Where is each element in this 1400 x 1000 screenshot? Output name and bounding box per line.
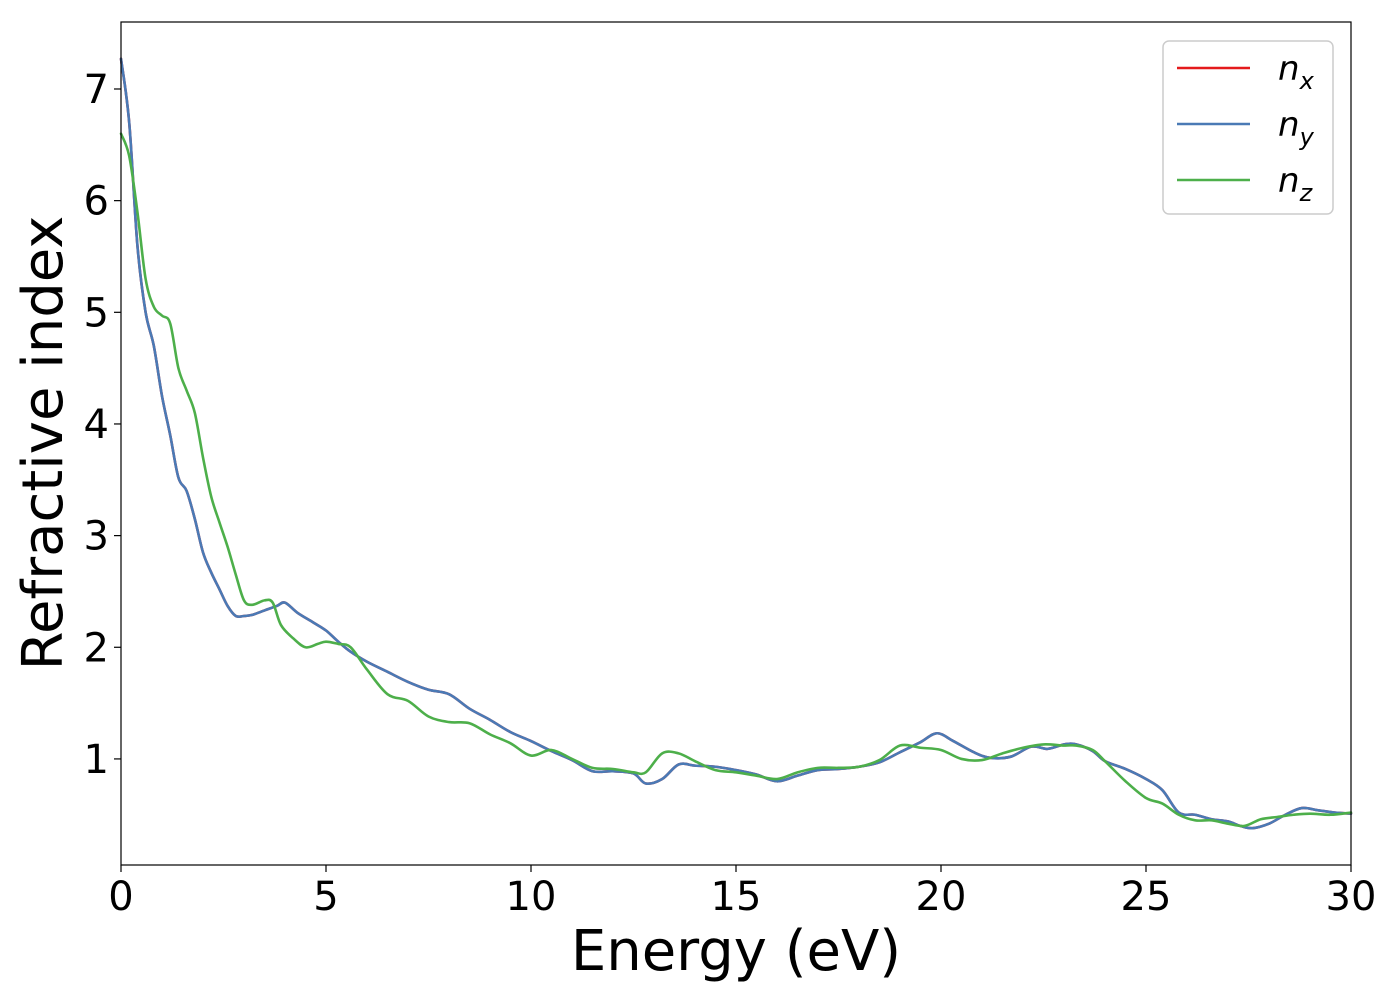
legend-label-ny: ny bbox=[1278, 105, 1315, 151]
y-tick-label: 6 bbox=[84, 179, 109, 225]
legend-box bbox=[1162, 40, 1334, 215]
y-axis-label: Refractive index bbox=[11, 216, 76, 671]
series-layer bbox=[119, 57, 1353, 830]
legend-label-nz: nz bbox=[1278, 161, 1314, 207]
series-line-ny bbox=[119, 57, 1353, 830]
x-tick-label: 25 bbox=[1121, 874, 1172, 920]
x-tick-label: 10 bbox=[506, 874, 557, 920]
y-tick-label: 2 bbox=[84, 625, 109, 671]
y-tick-label: 7 bbox=[84, 67, 109, 113]
x-axis-ticks: 0 5 10 15 20 25 30 bbox=[108, 865, 1376, 920]
legend: nx ny nz bbox=[1162, 40, 1334, 215]
series-line-nz bbox=[119, 132, 1353, 828]
y-tick-label: 1 bbox=[84, 737, 109, 783]
plot-background bbox=[121, 22, 1351, 865]
x-tick-label: 20 bbox=[916, 874, 967, 920]
y-tick-label: 5 bbox=[84, 290, 109, 336]
x-axis-label: Energy (eV) bbox=[571, 919, 901, 984]
x-tick-label: 0 bbox=[108, 874, 133, 920]
legend-label-nx: nx bbox=[1278, 49, 1315, 95]
y-tick-label: 4 bbox=[84, 402, 109, 448]
y-tick-label: 3 bbox=[84, 514, 109, 560]
x-tick-label: 5 bbox=[313, 874, 338, 920]
y-axis-ticks: 1 2 3 4 5 6 7 bbox=[84, 67, 121, 783]
x-tick-label: 15 bbox=[711, 874, 762, 920]
x-tick-label: 30 bbox=[1326, 874, 1377, 920]
